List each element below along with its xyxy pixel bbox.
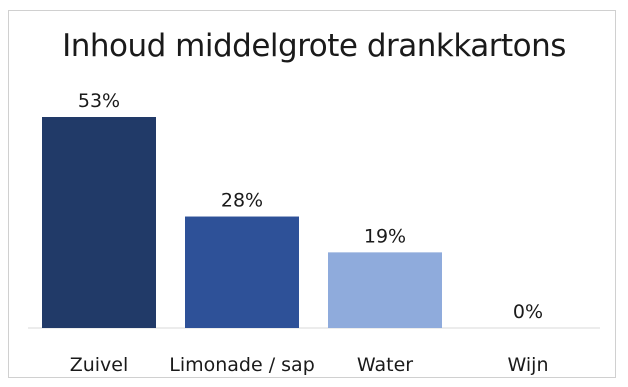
bar-zuivel bbox=[42, 117, 156, 328]
data-label: 0% bbox=[513, 301, 543, 323]
category-label: Wijn bbox=[508, 354, 549, 376]
category-label: Water bbox=[357, 354, 413, 376]
bar-water bbox=[328, 252, 442, 328]
data-label: 28% bbox=[221, 190, 263, 212]
bar-limonade-sap bbox=[185, 216, 299, 328]
data-label: 19% bbox=[364, 225, 406, 247]
category-label: Zuivel bbox=[70, 354, 129, 376]
category-label: Limonade / sap bbox=[169, 354, 315, 376]
chart-title: Inhoud middelgrote drankkartons bbox=[62, 28, 566, 64]
data-label: 53% bbox=[78, 90, 120, 112]
